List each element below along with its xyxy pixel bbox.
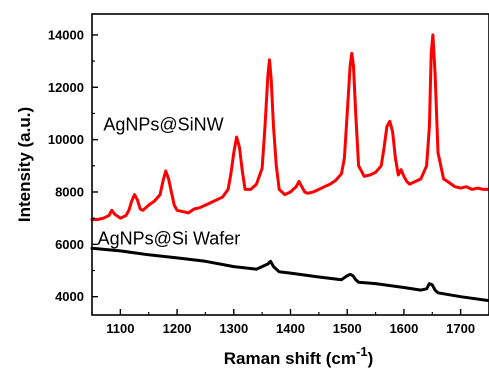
y-tick-label-8000: 8000 — [55, 184, 84, 199]
x-tick-label-1100: 1100 — [106, 321, 134, 336]
y-tick-label-6000: 6000 — [55, 237, 84, 252]
series-layer — [90, 33, 489, 303]
series-line-1 — [90, 33, 489, 221]
plot-frame — [91, 13, 489, 316]
y-tick-label-14000: 14000 — [48, 27, 84, 42]
x-tick-label-1300: 1300 — [219, 321, 248, 336]
x-axis-label: Raman shift (cm-1) — [224, 344, 373, 368]
series-line-2 — [90, 246, 489, 303]
y-tick-label-10000: 10000 — [48, 132, 84, 147]
x-tick-label-1600: 1600 — [389, 321, 418, 336]
x-axis-label-main: Raman shift (cm — [224, 349, 356, 368]
series-annotation-1: AgNPs@SiNW — [103, 114, 223, 134]
y-tick-label-12000: 12000 — [48, 80, 84, 95]
x-tick-label-1700: 1700 — [446, 321, 475, 336]
x-tick-label-1500: 1500 — [333, 321, 362, 336]
ticks-layer: 1100 1200 1300 1400 1500 1600 1700 4000 6000 8000… — [48, 27, 489, 336]
y-axis-label: Intensity (a.u.) — [15, 107, 34, 222]
annotation-layer: AgNPs@SiNW AgNPs@Si Wafer — [98, 114, 241, 248]
y-tick-label-4000: 4000 — [55, 289, 84, 304]
x-tick-label-1400: 1400 — [276, 321, 305, 336]
x-axis-label-superscript: -1 — [356, 344, 368, 359]
series-annotation-2: AgNPs@Si Wafer — [98, 228, 241, 248]
x-tick-label-1200: 1200 — [163, 321, 192, 336]
x-axis-label-close: ) — [368, 349, 374, 368]
